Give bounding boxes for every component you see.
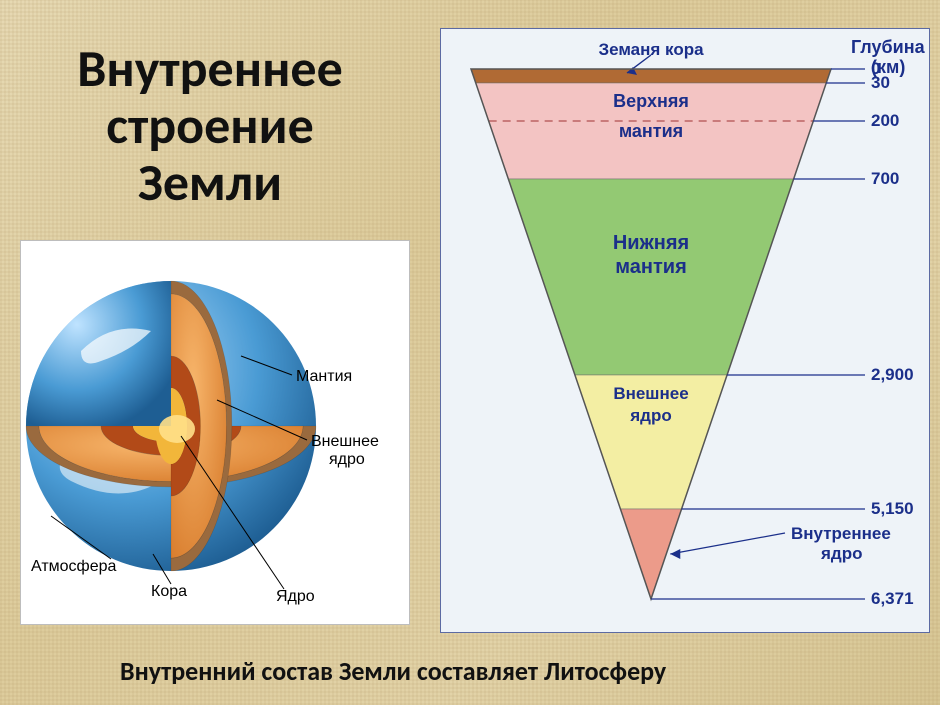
depth-6,371: 6,371 — [871, 589, 914, 608]
band-label-upper-mantle: Верхняя — [613, 91, 689, 111]
svg-text:Глубина: Глубина — [851, 37, 926, 57]
globe-cutaway-panel: Мантия Внешнееядро Атмосфера Кора Ядро — [20, 240, 410, 625]
depth-5,150: 5,150 — [871, 499, 914, 518]
svg-text:ядро: ядро — [820, 544, 862, 563]
globe-cutaway-svg: Мантия Внешнееядро Атмосфера Кора Ядро — [21, 241, 411, 626]
svg-text:мантия: мантия — [615, 256, 687, 278]
depth-wedge-panel: Глубина(км)Земаня кораВерхняямантияНижня… — [440, 28, 930, 633]
band-label-outer-core: Внешнее — [613, 384, 688, 403]
band-crust — [471, 69, 831, 83]
depth-30: 30 — [871, 73, 890, 92]
label-crust: Кора — [151, 583, 187, 600]
inner-core-label: Внутреннее — [791, 524, 891, 543]
label-core: Ядро — [276, 588, 315, 605]
svg-text:ядро: ядро — [329, 451, 365, 468]
depth-2,900: 2,900 — [871, 365, 914, 384]
slide-caption: Внутренний состав Земли составляет Литос… — [120, 655, 666, 687]
label-mantle: Мантия — [296, 368, 352, 385]
label-outer-core: Внешнее — [311, 433, 379, 450]
svg-text:мантия: мантия — [619, 121, 683, 141]
slide-title: Внутреннее строение Земли — [30, 40, 390, 212]
band-label-lower-mantle: Нижняя — [613, 232, 689, 254]
depth-700: 700 — [871, 169, 899, 188]
band-label-crust: Земаня кора — [598, 40, 704, 59]
depth-wedge-svg: Глубина(км)Земаня кораВерхняямантияНижня… — [441, 29, 931, 634]
svg-text:ядро: ядро — [629, 406, 671, 425]
label-atmosphere: Атмосфера — [31, 558, 117, 575]
depth-200: 200 — [871, 111, 899, 130]
